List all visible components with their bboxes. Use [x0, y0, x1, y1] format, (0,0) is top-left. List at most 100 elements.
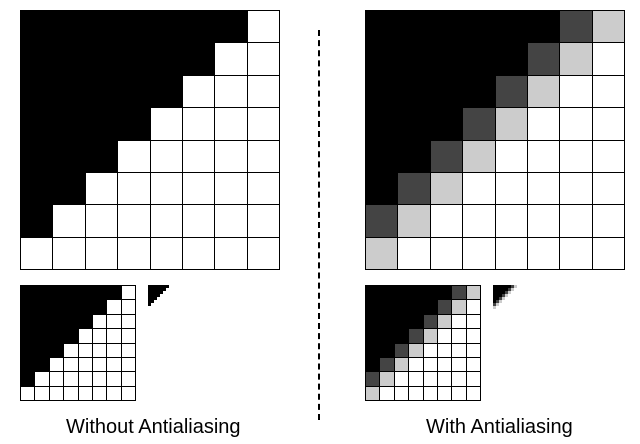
pixel-cell [452, 300, 466, 314]
pixel-cell [493, 297, 496, 300]
pixel-cell [452, 372, 466, 386]
pixel-cell [514, 291, 517, 294]
pixel-cell [35, 286, 49, 300]
pixel-cell [398, 172, 430, 205]
pixel-cell [148, 297, 151, 300]
pixel-cell [53, 43, 85, 75]
pixel-cell [508, 306, 511, 309]
pixel-cell [505, 291, 508, 294]
pixel-cell [151, 288, 154, 291]
pixel-cell [508, 288, 511, 291]
pixel-cell [92, 343, 107, 357]
pixel-cell [154, 306, 157, 309]
pixel-cell [398, 11, 430, 43]
pixel-cell [118, 172, 150, 205]
pixel-cell [85, 75, 118, 108]
pixel-cell [150, 108, 182, 140]
pixel-cell [85, 43, 118, 75]
pixel-cell [107, 314, 121, 329]
pixel-cell [514, 303, 517, 306]
pixel-cell [495, 237, 527, 269]
pixel-cell [151, 300, 154, 303]
pixel-cell [495, 205, 527, 237]
pixel-cell [21, 75, 53, 108]
pixel-cell [64, 343, 78, 357]
pixel-cell [78, 300, 92, 314]
pixel-cell [496, 291, 499, 294]
pixel-cell [592, 43, 624, 75]
pixel-cell [247, 140, 279, 172]
pixel-cell [511, 288, 514, 291]
pixel-cell [493, 303, 496, 306]
aliased-grid-large [20, 10, 280, 270]
pixel-cell [85, 237, 118, 269]
pixel-cell [527, 11, 560, 43]
pixel-cell [148, 303, 151, 306]
pixel-cell [163, 306, 166, 309]
pixel-cell [380, 286, 394, 300]
pixel-cell [163, 300, 166, 303]
pixel-cell [35, 386, 49, 400]
pixel-cell [423, 329, 437, 343]
pixel-cell [35, 372, 49, 386]
caption-with-antialiasing: With Antialiasing [426, 416, 573, 438]
pixel-cell [380, 386, 394, 400]
pixel-cell [499, 285, 502, 288]
pixel-cell [121, 329, 135, 343]
pixel-cell [499, 300, 502, 303]
pixel-cell [160, 294, 163, 297]
pixel-cell [157, 297, 160, 300]
pixel-cell [166, 288, 169, 291]
pixel-cell [21, 237, 53, 269]
pixel-cell [514, 285, 517, 288]
pixel-cell [85, 172, 118, 205]
pixel-cell [437, 372, 452, 386]
pixel-cell [215, 237, 247, 269]
pixel-cell [560, 172, 592, 205]
pixel-cell [499, 294, 502, 297]
pixel-cell [527, 75, 560, 108]
pixel-cell [511, 285, 514, 288]
pixel-cell [437, 343, 452, 357]
pixel-cell [430, 237, 463, 269]
pixel-cell [508, 285, 511, 288]
pixel-cell [118, 11, 150, 43]
pixel-cell [166, 291, 169, 294]
pixel-cell [154, 300, 157, 303]
pixel-cell [366, 343, 380, 357]
pixel-cell [502, 291, 505, 294]
pixel-cell [21, 286, 35, 300]
pixel-cell [505, 300, 508, 303]
pixel-cell [366, 172, 398, 205]
pixel-cell [398, 140, 430, 172]
pixel-cell [423, 314, 437, 329]
pixel-cell [366, 300, 380, 314]
pixel-cell [463, 172, 495, 205]
pixel-cell [463, 237, 495, 269]
pixel-cell [215, 172, 247, 205]
pixel-cell [21, 205, 53, 237]
pixel-cell [64, 314, 78, 329]
pixel-cell [394, 357, 409, 372]
pixel-cell [21, 314, 35, 329]
pixel-cell [366, 314, 380, 329]
pixel-cell [502, 288, 505, 291]
pixel-cell [366, 357, 380, 372]
pixel-cell [409, 286, 423, 300]
pixel-cell [154, 288, 157, 291]
pixel-cell [499, 297, 502, 300]
pixel-cell [182, 237, 215, 269]
pixel-cell [64, 286, 78, 300]
pixel-cell [49, 300, 64, 314]
pixel-cell [511, 297, 514, 300]
pixel-cell [121, 372, 135, 386]
pixel-cell [366, 11, 398, 43]
pixel-cell [495, 43, 527, 75]
pixel-cell [215, 108, 247, 140]
pixel-cell [169, 303, 172, 306]
pixel-cell [154, 297, 157, 300]
pixel-cell [49, 357, 64, 372]
pixel-cell [496, 294, 499, 297]
antialiased-grid-small [493, 285, 517, 309]
pixel-cell [107, 300, 121, 314]
